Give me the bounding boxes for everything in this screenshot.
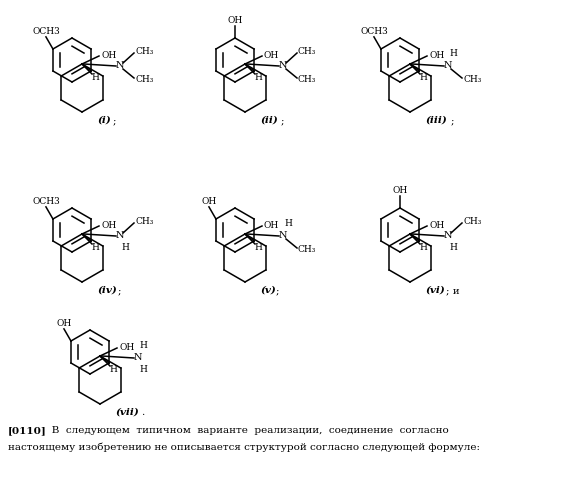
Text: (vi): (vi) <box>425 286 445 295</box>
Text: H: H <box>91 242 99 252</box>
Text: OH: OH <box>227 16 243 25</box>
Text: H: H <box>254 72 262 82</box>
Text: настоящему изобретению не описывается структурой согласно следующей формуле:: настоящему изобретению не описывается ст… <box>8 442 480 452</box>
Text: N: N <box>116 60 124 70</box>
Text: В  следующем  типичном  варианте  реализации,  соединение  согласно: В следующем типичном варианте реализации… <box>42 426 449 435</box>
Text: OH: OH <box>56 319 72 328</box>
Text: ;: ; <box>276 286 280 295</box>
Text: OCH3: OCH3 <box>32 27 60 36</box>
Text: H: H <box>91 72 99 82</box>
Text: N: N <box>134 352 142 362</box>
Text: OH: OH <box>101 52 116 60</box>
Text: N: N <box>116 230 124 239</box>
Text: (ii): (ii) <box>260 116 277 125</box>
Text: H: H <box>419 242 427 252</box>
Text: H: H <box>449 50 457 58</box>
Text: (v): (v) <box>260 286 276 295</box>
Text: CH₃: CH₃ <box>135 48 153 56</box>
Text: H: H <box>449 244 457 252</box>
Text: H: H <box>254 242 262 252</box>
Text: [0110]: [0110] <box>8 426 47 435</box>
Text: H: H <box>139 342 147 350</box>
Text: OCH3: OCH3 <box>360 27 388 36</box>
Text: (iii): (iii) <box>425 116 447 125</box>
Text: OH: OH <box>393 186 408 195</box>
Text: N: N <box>444 230 452 239</box>
Text: N: N <box>279 60 287 70</box>
Text: CH₃: CH₃ <box>298 244 316 254</box>
Text: H: H <box>419 72 427 82</box>
Text: ;: ; <box>451 116 455 125</box>
Text: (vii): (vii) <box>115 408 139 417</box>
Text: OCH3: OCH3 <box>32 197 60 206</box>
Text: OH: OH <box>429 52 444 60</box>
Text: CH₃: CH₃ <box>135 74 153 84</box>
Text: OH: OH <box>429 222 444 230</box>
Text: .: . <box>141 408 144 417</box>
Text: ;: ; <box>118 286 121 295</box>
Text: OH: OH <box>101 222 116 230</box>
Text: CH₃: CH₃ <box>135 218 153 226</box>
Text: CH₃: CH₃ <box>298 74 316 84</box>
Text: ;: ; <box>113 116 117 125</box>
Text: H: H <box>109 364 117 374</box>
Text: N: N <box>444 60 452 70</box>
Text: H: H <box>121 244 129 252</box>
Text: OH: OH <box>119 344 134 352</box>
Text: CH₃: CH₃ <box>463 74 482 84</box>
Text: OH: OH <box>201 197 217 206</box>
Text: H: H <box>284 220 292 228</box>
Text: (iv): (iv) <box>97 286 117 295</box>
Text: OH: OH <box>264 222 279 230</box>
Text: ; и: ; и <box>446 286 460 295</box>
Text: ;: ; <box>281 116 284 125</box>
Text: (i): (i) <box>97 116 111 125</box>
Text: OH: OH <box>264 52 279 60</box>
Text: CH₃: CH₃ <box>463 218 482 226</box>
Text: H: H <box>139 366 147 374</box>
Text: CH₃: CH₃ <box>298 48 316 56</box>
Text: N: N <box>279 230 287 239</box>
